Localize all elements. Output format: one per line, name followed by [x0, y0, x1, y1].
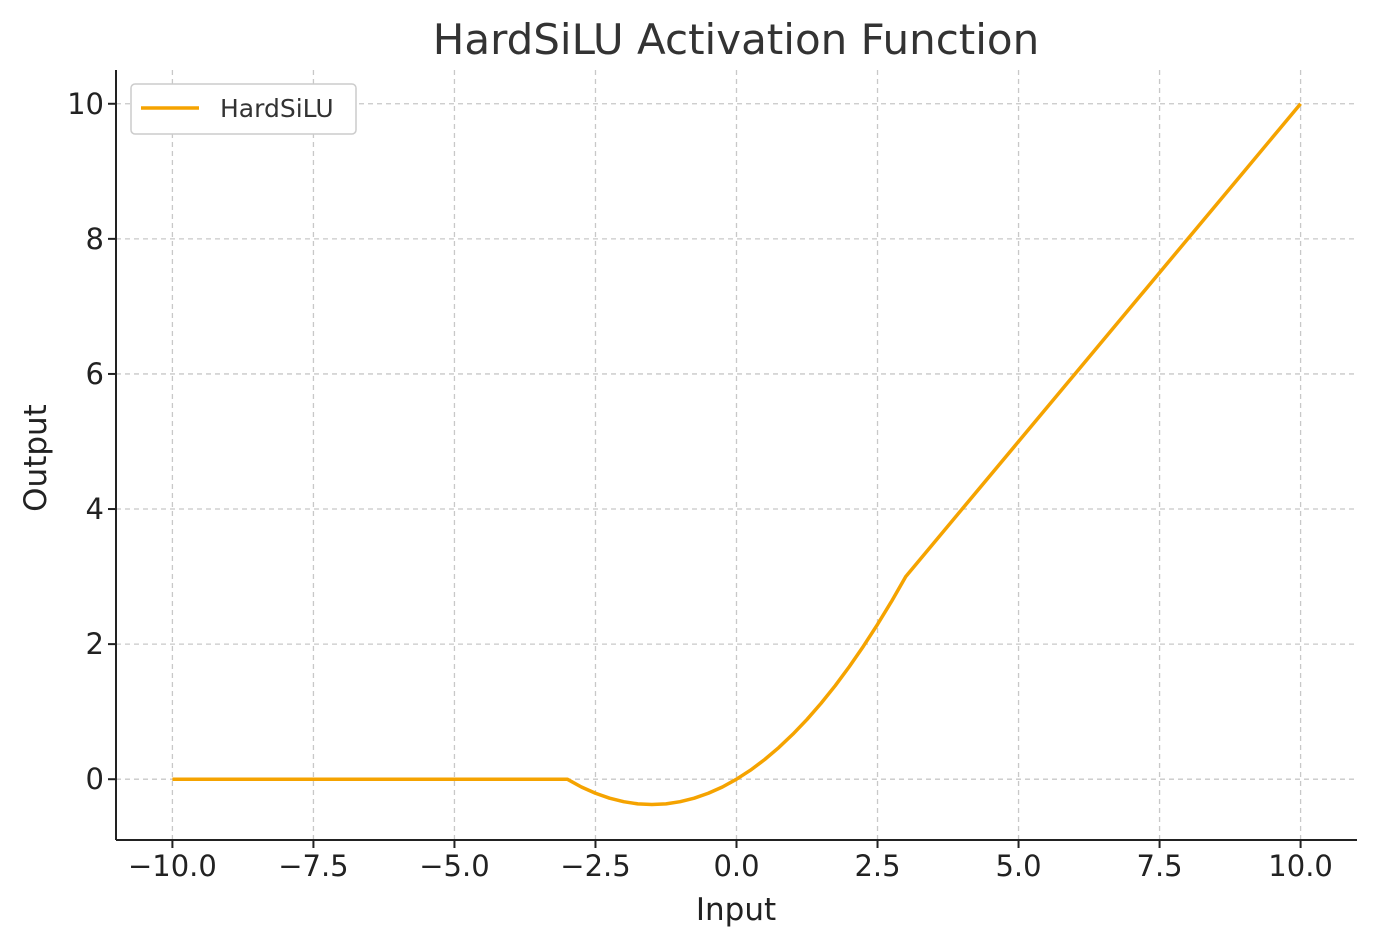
x-tick-label: −10.0 — [128, 849, 217, 883]
y-tick-label: 10 — [67, 87, 104, 121]
legend-box — [130, 83, 357, 135]
y-tick-label: 4 — [86, 492, 104, 526]
y-tick-label: 2 — [86, 627, 104, 661]
x-tick-label: −7.5 — [278, 849, 348, 883]
legend-label-hardsilu: HardSiLU — [220, 94, 334, 123]
x-tick-label: −5.0 — [419, 849, 489, 883]
x-tick-label: 0.0 — [713, 849, 759, 883]
series-line-hardsilu — [172, 102, 1302, 807]
x-tick-label: −2.5 — [560, 849, 630, 883]
y-tick-label: 0 — [86, 762, 104, 796]
y-axis-ticks: 0 2 4 6 8 10 — [67, 87, 116, 796]
x-tick-label: 10.0 — [1268, 849, 1333, 883]
x-tick-label: 5.0 — [995, 849, 1041, 883]
y-tick-label: 6 — [86, 357, 104, 391]
series-layer — [172, 102, 1302, 807]
legend: HardSiLU — [130, 83, 357, 135]
y-axis-label: Output — [18, 404, 54, 512]
x-tick-label: 7.5 — [1137, 849, 1183, 883]
y-tick-label: 8 — [86, 222, 104, 256]
grid — [116, 70, 1357, 840]
x-tick-label: 2.5 — [854, 849, 900, 883]
x-axis-ticks: −10.0 −7.5 −5.0 −2.5 0.0 2.5 5.0 7.5 10.0 — [128, 840, 1333, 883]
x-axis-label: Input — [696, 892, 776, 928]
chart-title: HardSiLU Activation Function — [433, 15, 1040, 64]
